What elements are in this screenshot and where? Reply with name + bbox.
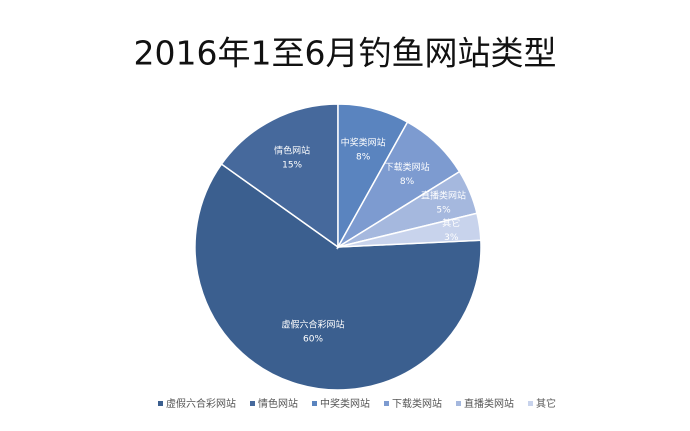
legend-swatch bbox=[456, 401, 461, 406]
slice-value: 8% bbox=[356, 153, 371, 163]
slice-value: 60% bbox=[303, 335, 323, 345]
slice-value: 8% bbox=[400, 177, 415, 187]
pie-slice bbox=[194, 163, 482, 391]
slice-label: 虚假六合彩网站 bbox=[282, 319, 345, 331]
chart-title: 2016年1至6月钓鱼网站类型 bbox=[134, 34, 557, 73]
legend-swatch bbox=[384, 401, 389, 406]
legend-swatch bbox=[312, 401, 317, 406]
pie-slice bbox=[220, 103, 339, 249]
pie-slice bbox=[337, 212, 482, 248]
legend-label: 直播类网站 bbox=[464, 397, 514, 410]
slice-label: 直播类网站 bbox=[421, 189, 466, 201]
slice-label: 其它 bbox=[442, 217, 460, 229]
slice-value: 5% bbox=[436, 205, 451, 215]
slice-value: 3% bbox=[444, 233, 459, 243]
legend-swatch bbox=[528, 401, 533, 406]
legend-label: 下载类网站 bbox=[392, 397, 442, 410]
legend-label: 情色网站 bbox=[258, 397, 298, 410]
legend-label: 虚假六合彩网站 bbox=[166, 397, 236, 410]
slice-label: 下载类网站 bbox=[385, 161, 430, 173]
legend-swatch bbox=[158, 401, 163, 406]
slice-label: 情色网站 bbox=[274, 145, 310, 157]
legend-label: 中奖类网站 bbox=[320, 397, 370, 410]
legend-label: 其它 bbox=[536, 397, 556, 410]
slice-value: 15% bbox=[282, 161, 302, 171]
slice-label: 中奖类网站 bbox=[341, 137, 386, 149]
legend-swatch bbox=[250, 401, 255, 406]
